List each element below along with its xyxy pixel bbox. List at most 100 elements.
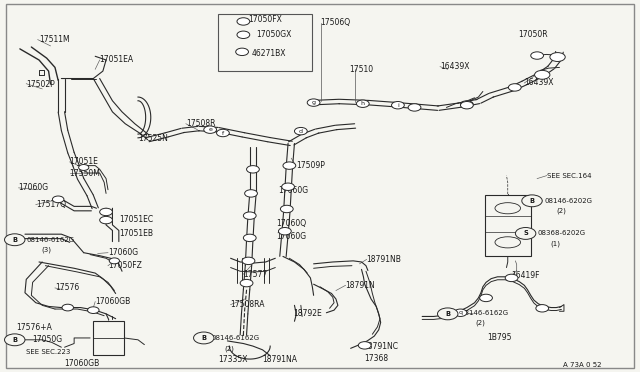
Text: e: e <box>208 127 212 132</box>
Text: 17525N: 17525N <box>138 134 168 143</box>
Text: 18792E: 18792E <box>293 310 322 318</box>
Text: (1): (1) <box>550 241 560 247</box>
Circle shape <box>408 104 421 111</box>
Circle shape <box>283 162 296 169</box>
Text: 17508RA: 17508RA <box>230 300 265 309</box>
Text: S: S <box>524 230 528 237</box>
Text: 17060GB: 17060GB <box>65 359 100 368</box>
Circle shape <box>88 307 99 314</box>
Text: q: q <box>458 310 463 315</box>
Circle shape <box>392 102 404 109</box>
Circle shape <box>278 228 291 235</box>
Bar <box>93 321 124 355</box>
Text: (2): (2) <box>475 320 485 326</box>
Text: 18791NB: 18791NB <box>367 255 401 264</box>
Circle shape <box>4 234 25 246</box>
Text: 17517Q: 17517Q <box>36 200 66 209</box>
Text: 17060Q: 17060Q <box>276 219 307 228</box>
Circle shape <box>356 100 369 108</box>
Text: SEE SEC.223: SEE SEC.223 <box>26 349 70 355</box>
Text: 16439X: 16439X <box>524 78 554 87</box>
Circle shape <box>294 128 307 135</box>
Text: B: B <box>529 198 534 204</box>
Circle shape <box>508 84 521 91</box>
Circle shape <box>461 101 473 108</box>
Circle shape <box>193 332 214 344</box>
Text: 17050FX: 17050FX <box>248 15 282 24</box>
Circle shape <box>236 48 248 55</box>
Circle shape <box>4 334 25 346</box>
Circle shape <box>282 183 294 190</box>
Text: B: B <box>201 335 206 341</box>
Circle shape <box>52 196 64 203</box>
Text: A 73A 0 52: A 73A 0 52 <box>563 362 601 368</box>
Circle shape <box>100 217 113 224</box>
Text: 17506Q: 17506Q <box>320 19 350 28</box>
Circle shape <box>244 190 257 197</box>
Text: (3): (3) <box>41 247 51 253</box>
Circle shape <box>536 305 548 312</box>
Text: 17509P: 17509P <box>296 161 324 170</box>
Circle shape <box>79 164 89 170</box>
Text: 17050R: 17050R <box>518 29 548 39</box>
Circle shape <box>479 294 492 302</box>
Ellipse shape <box>495 237 520 248</box>
Text: B: B <box>12 237 17 243</box>
Text: 08146-6162G: 08146-6162G <box>211 335 260 341</box>
Circle shape <box>358 341 371 349</box>
Circle shape <box>505 274 518 282</box>
Circle shape <box>243 212 256 219</box>
Text: 17060G: 17060G <box>108 248 138 257</box>
Text: 17335X: 17335X <box>218 355 247 363</box>
Text: 17368: 17368 <box>365 354 389 363</box>
Text: 17576+A: 17576+A <box>17 323 52 332</box>
Circle shape <box>237 18 250 25</box>
Bar <box>218 14 312 71</box>
Text: 17060G: 17060G <box>278 186 308 195</box>
Circle shape <box>522 195 542 207</box>
Text: 08146-6162G: 08146-6162G <box>26 237 74 243</box>
Text: 17051E: 17051E <box>70 157 99 166</box>
Text: B: B <box>445 311 450 317</box>
Text: 46271BX: 46271BX <box>252 49 286 58</box>
Text: 17502P: 17502P <box>26 80 55 89</box>
Text: i: i <box>397 103 399 108</box>
Text: 08146-6162G: 08146-6162G <box>461 310 509 316</box>
Text: 17550M: 17550M <box>70 169 100 177</box>
Text: 17060GB: 17060GB <box>95 297 131 306</box>
Text: d: d <box>299 129 303 134</box>
Text: 16419F: 16419F <box>511 271 540 280</box>
Text: 17050G: 17050G <box>33 335 63 344</box>
Text: 08146-6202G: 08146-6202G <box>545 198 593 204</box>
Text: 17051EC: 17051EC <box>119 215 153 224</box>
Text: 17511M: 17511M <box>39 35 70 44</box>
Circle shape <box>550 52 565 61</box>
Text: SEE SEC.164: SEE SEC.164 <box>547 173 591 179</box>
Text: 17051EA: 17051EA <box>100 55 134 64</box>
Circle shape <box>243 234 256 241</box>
Text: 17577: 17577 <box>243 270 268 279</box>
Text: 17060G: 17060G <box>19 183 49 192</box>
Text: 17060G: 17060G <box>276 232 307 241</box>
Text: 17051EB: 17051EB <box>119 228 153 238</box>
Circle shape <box>438 308 458 320</box>
Text: B: B <box>12 337 17 343</box>
Circle shape <box>454 309 467 317</box>
Circle shape <box>534 70 550 79</box>
Text: 18791N: 18791N <box>346 281 375 290</box>
Text: (2): (2) <box>224 345 234 352</box>
Text: 17050FZ: 17050FZ <box>108 261 142 270</box>
Circle shape <box>242 257 255 264</box>
Circle shape <box>531 52 543 59</box>
Circle shape <box>109 258 120 264</box>
Circle shape <box>62 304 74 311</box>
Circle shape <box>204 126 216 134</box>
Circle shape <box>307 99 320 106</box>
Text: h: h <box>361 101 365 106</box>
Text: f: f <box>222 131 224 135</box>
Circle shape <box>240 279 253 287</box>
Text: 17576: 17576 <box>55 283 79 292</box>
Circle shape <box>515 228 536 239</box>
Text: g: g <box>312 100 316 105</box>
Circle shape <box>100 208 113 216</box>
